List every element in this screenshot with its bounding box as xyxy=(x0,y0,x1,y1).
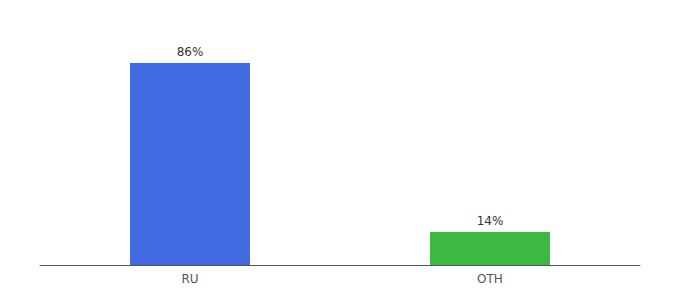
svg-text:OTH: OTH xyxy=(477,272,503,286)
svg-text:86%: 86% xyxy=(177,45,204,59)
svg-text:14%: 14% xyxy=(477,214,504,228)
svg-text:RU: RU xyxy=(181,272,198,286)
